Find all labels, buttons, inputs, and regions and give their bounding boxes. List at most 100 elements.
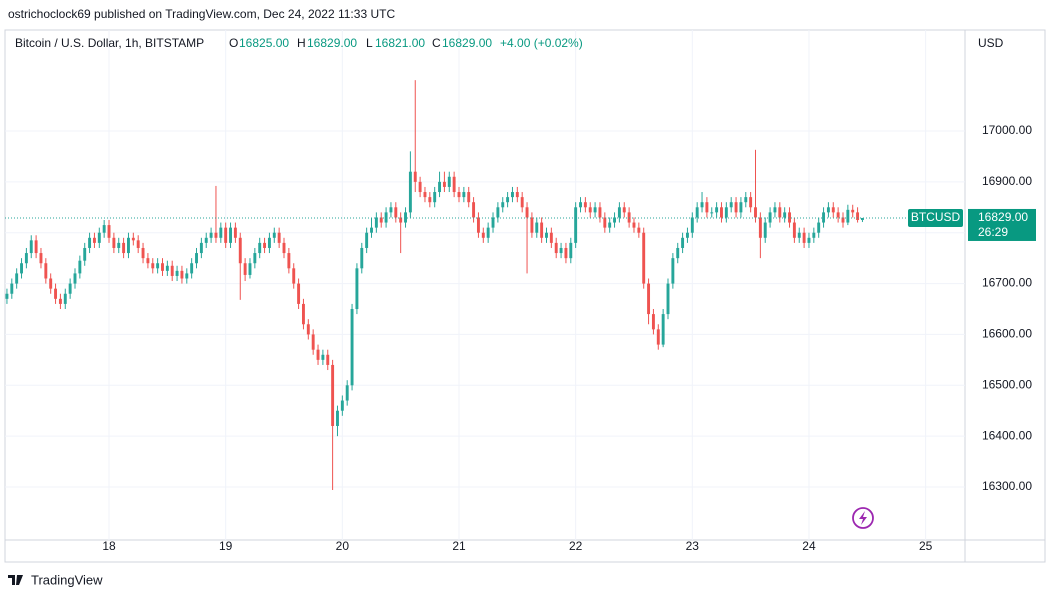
y-tick-label: 17000.00 <box>982 123 1032 137</box>
candle-body <box>724 207 728 218</box>
y-tick-label: 16600.00 <box>982 327 1032 341</box>
candle-body <box>10 283 14 294</box>
candle-body <box>603 217 607 228</box>
candle-body <box>92 237 96 243</box>
candle-body <box>501 202 505 208</box>
candle-body <box>316 349 320 360</box>
candle-body <box>788 212 791 223</box>
candle-body <box>117 242 121 248</box>
candle-body <box>700 202 704 208</box>
candle-body <box>467 192 471 203</box>
candle-body <box>836 212 840 218</box>
candle-body <box>515 192 519 198</box>
candle-body <box>399 217 403 223</box>
candle-body <box>49 278 53 289</box>
candle-body <box>574 207 578 243</box>
candle-body <box>112 237 116 248</box>
candle-body <box>783 212 787 218</box>
alert-icon[interactable] <box>852 507 874 529</box>
candle-body <box>29 240 33 254</box>
candle-body <box>817 222 821 233</box>
ticker-badge <box>908 208 963 227</box>
candle-body <box>598 207 602 218</box>
candle-body <box>768 212 772 223</box>
candle-body <box>413 171 417 182</box>
candle-body <box>73 273 77 284</box>
candle-body <box>78 260 82 274</box>
candle-body <box>476 217 480 233</box>
candle-body <box>83 247 87 261</box>
candle-body <box>802 232 806 243</box>
candle-body <box>851 209 855 213</box>
candle-body <box>224 227 228 243</box>
candle-body <box>253 253 257 264</box>
candle-body <box>233 227 237 238</box>
candle-body <box>642 232 646 284</box>
candle-body <box>141 247 145 259</box>
candle-body <box>617 207 621 218</box>
currency: USD <box>978 36 1004 50</box>
candle-body <box>248 263 252 275</box>
candle-body <box>267 237 271 248</box>
candle-body <box>749 197 753 208</box>
candle-body <box>442 181 446 187</box>
y-tick-label: 16400.00 <box>982 428 1032 442</box>
candle-body <box>258 242 262 254</box>
candle-body <box>778 207 782 218</box>
x-tick-label: 21 <box>452 539 466 553</box>
candle-body <box>593 207 597 213</box>
candle-body <box>632 222 636 228</box>
tradingview-logo <box>8 575 23 585</box>
candle-body <box>705 202 709 213</box>
candle-body <box>841 217 845 223</box>
candle-body <box>666 283 670 315</box>
candle-body <box>549 232 553 243</box>
candle-body <box>306 324 310 335</box>
legend-low: 16821.00 <box>375 36 425 50</box>
legend-o-label: O <box>229 36 238 50</box>
candle-body <box>564 247 568 259</box>
candle-body <box>24 253 28 264</box>
chart-frame <box>4 29 1046 563</box>
candle-body <box>729 202 733 208</box>
candle-body <box>102 225 106 233</box>
candle-body <box>389 207 393 213</box>
logo-mark <box>8 575 23 585</box>
candle-body <box>447 176 451 187</box>
x-tick-label: 24 <box>802 539 816 553</box>
candle-body <box>44 263 48 279</box>
candle-body <box>472 202 476 218</box>
candle-body <box>438 181 442 193</box>
candle-body <box>530 217 534 233</box>
candle-body <box>695 207 699 218</box>
candle-body <box>710 212 714 214</box>
candle-body <box>758 217 762 238</box>
candle-body <box>331 364 335 426</box>
price-badge-value: 16829.00 <box>978 210 1028 224</box>
candle-body <box>481 232 485 238</box>
candle-body <box>856 212 860 221</box>
candle-body <box>229 227 232 243</box>
candle-body <box>350 309 354 386</box>
candle-body <box>180 270 184 279</box>
candle-body <box>297 283 301 304</box>
candle-body <box>156 263 160 269</box>
candle-body <box>107 225 111 238</box>
candle-body <box>365 232 369 248</box>
candle-body <box>292 268 296 284</box>
candle-body <box>68 283 72 294</box>
candle-body <box>433 192 437 203</box>
candle-body <box>511 192 514 198</box>
candle-body <box>754 207 757 218</box>
candle-body <box>15 273 19 284</box>
candle-body <box>661 314 665 345</box>
candle-body <box>384 212 388 223</box>
candle-body <box>97 232 101 243</box>
candle-body <box>569 242 573 259</box>
candle-body <box>860 217 864 221</box>
candle-body <box>540 222 544 238</box>
y-tick-label: 16500.00 <box>982 377 1032 391</box>
legend-high: 16829.00 <box>307 36 357 50</box>
candle-body <box>792 222 796 238</box>
candle-body <box>637 227 641 233</box>
